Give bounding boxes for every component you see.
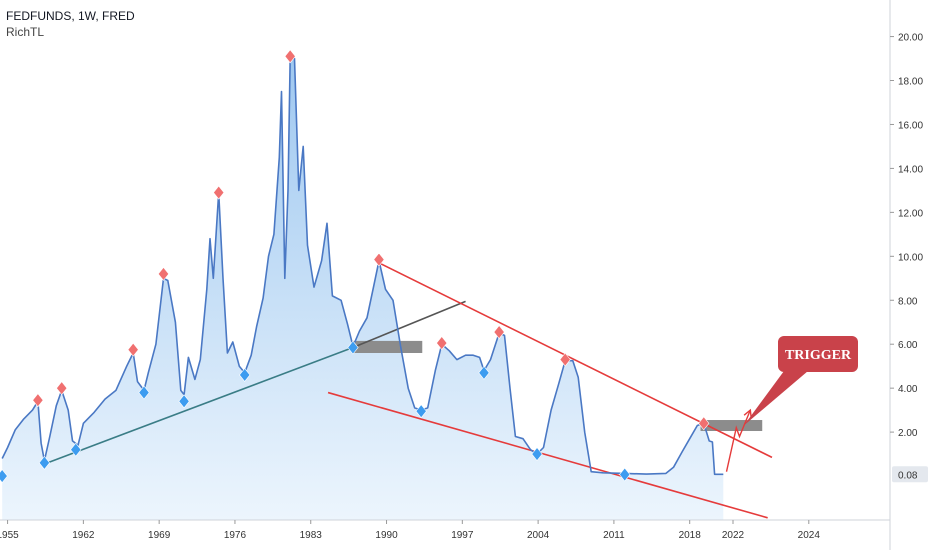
peak-marker [127, 342, 139, 357]
x-tick-label: 2022 [722, 530, 745, 541]
trough-marker [138, 385, 150, 400]
y-tick-label: 16.00 [898, 120, 923, 131]
trigger-label: TRIGGER [785, 348, 852, 363]
peak-marker [373, 252, 385, 267]
x-tick-label: 2018 [679, 530, 702, 541]
peak-marker [559, 352, 571, 367]
legend-symbol: FEDFUNDS, 1W, FRED [6, 9, 135, 23]
last-value-label: 0.08 [898, 470, 918, 481]
peak-marker [157, 266, 170, 281]
peak-marker [56, 381, 68, 396]
trough-marker [38, 455, 50, 470]
x-tick-label: 1962 [72, 530, 95, 541]
y-tick-label: 6.00 [898, 340, 918, 351]
trendline-support-extension [352, 300, 466, 349]
trough-marker [478, 365, 490, 380]
peak-marker [436, 336, 448, 351]
y-tick-label: 10.00 [898, 252, 923, 263]
y-tick-label: 2.00 [898, 428, 918, 439]
trigger-pointer [743, 371, 808, 426]
trough-marker [178, 394, 190, 409]
x-tick-label: 2004 [527, 530, 550, 541]
trough-marker [347, 340, 359, 355]
peak-marker [213, 185, 225, 200]
peak-marker [284, 49, 296, 64]
trough-marker [239, 367, 251, 382]
zone-rect [700, 420, 763, 432]
series-line [1, 55, 724, 476]
chart-legend: FEDFUNDS, 1W, FRED RichTL [6, 8, 135, 40]
y-tick-label: 4.00 [898, 384, 918, 395]
x-tick-label: 1969 [148, 530, 171, 541]
x-tick-label: 2024 [798, 530, 821, 541]
x-tick-label: 1997 [451, 530, 474, 541]
y-tick-label: 14.00 [898, 164, 923, 175]
trough-marker [619, 467, 631, 482]
trough-marker [531, 447, 543, 462]
trough-marker [0, 469, 8, 484]
y-tick-label: 8.00 [898, 296, 918, 307]
last-value-badge [892, 466, 928, 483]
x-tick-label: 1983 [300, 530, 323, 541]
trigger-bubble [778, 336, 858, 372]
trough-marker [70, 442, 82, 457]
y-tick-label: 18.00 [898, 77, 923, 88]
zone-rect [352, 340, 423, 353]
peak-marker [698, 416, 710, 431]
breakout-arrow [725, 409, 751, 472]
trendline-support [44, 346, 354, 465]
series-area [2, 56, 724, 521]
x-tick-label: 1976 [224, 530, 247, 541]
legend-indicator: RichTL [6, 25, 45, 39]
x-tick-label: 1990 [375, 530, 398, 541]
y-tick-label: 12.00 [898, 208, 923, 219]
y-tick-label: 20.00 [898, 33, 923, 44]
trendline-lower-channel [327, 391, 768, 519]
x-tick-label: 2011 [603, 530, 625, 541]
peak-marker [32, 393, 44, 408]
peak-marker [493, 325, 505, 340]
arrow-head [743, 408, 752, 419]
trough-marker [415, 404, 427, 419]
x-tick-label: 1955 [0, 530, 19, 541]
